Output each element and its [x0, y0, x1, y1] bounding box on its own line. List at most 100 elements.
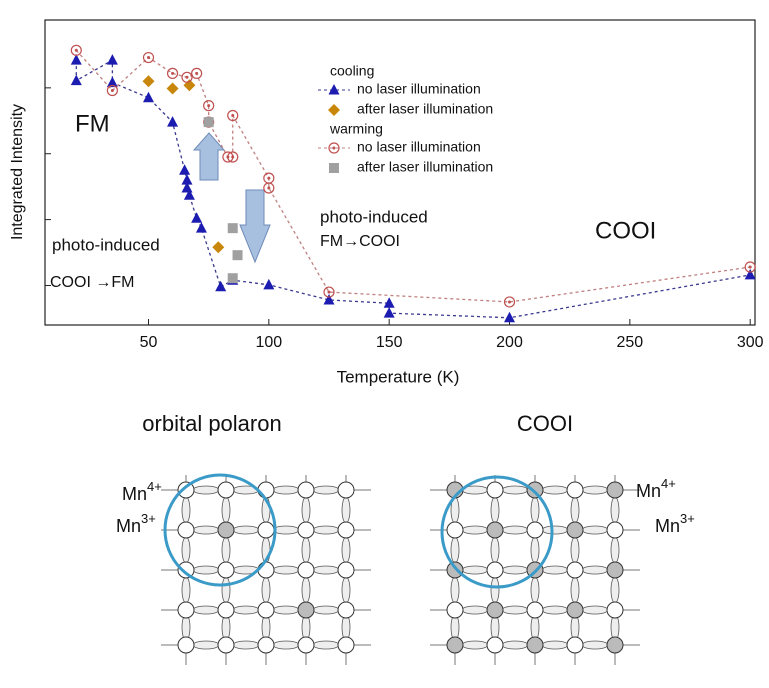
- ion-label-base: Mn: [122, 484, 147, 504]
- orbital: [450, 536, 460, 564]
- annotation: FM→COOI: [320, 233, 400, 250]
- orbital: [312, 640, 340, 650]
- circle-marker-dot: [207, 104, 211, 108]
- legend-label: no laser illumination: [357, 139, 481, 155]
- orbital: [570, 496, 580, 524]
- orbital: [301, 536, 311, 564]
- orbital: [192, 605, 220, 615]
- legend-label: after laser illumination: [357, 101, 493, 117]
- ion: [297, 636, 315, 654]
- triangle-marker: [215, 280, 227, 292]
- orbital: [301, 576, 311, 604]
- triangle-marker: [142, 91, 154, 103]
- ion: [257, 636, 275, 654]
- square-marker: [203, 117, 214, 128]
- ion: [337, 481, 355, 499]
- orbital: [312, 485, 340, 495]
- orbital: [581, 485, 609, 495]
- triangle-marker: [183, 189, 195, 200]
- ion-label: Mn3+: [655, 511, 695, 535]
- square-marker: [227, 273, 238, 284]
- annotation: photo-induced: [52, 235, 160, 254]
- orbital: [181, 496, 191, 524]
- circle-marker-dot: [146, 56, 150, 60]
- circle-marker: [227, 109, 239, 122]
- triangle-marker: [383, 307, 395, 318]
- triangle-marker: [383, 297, 395, 308]
- ion: [337, 521, 355, 539]
- orbital: [341, 576, 351, 604]
- triangle-marker: [179, 164, 191, 175]
- ion: [177, 521, 195, 539]
- ion: [257, 561, 275, 579]
- annotation: COOI: [595, 217, 656, 244]
- ion-label: Mn4+: [122, 479, 162, 503]
- x-axis-label: Temperature (K): [337, 367, 460, 386]
- orbital: [450, 576, 460, 604]
- orbital: [530, 576, 540, 604]
- circle-marker-dot: [327, 290, 331, 294]
- ion: [257, 601, 275, 619]
- circle-marker: [191, 67, 203, 79]
- ion: [606, 601, 624, 619]
- ion: [177, 601, 195, 619]
- ion-label-base: Mn: [655, 516, 680, 536]
- circle-marker-dot: [195, 71, 199, 75]
- polaron-circle: [163, 473, 277, 587]
- x-tick-label: 150: [376, 334, 403, 351]
- square-marker: [227, 223, 238, 234]
- diamond-marker: [212, 241, 225, 254]
- circle-marker: [181, 71, 193, 83]
- orbital: [192, 485, 220, 495]
- ion: [297, 481, 315, 499]
- ion-label-charge: 4+: [147, 479, 162, 494]
- ion: [297, 561, 315, 579]
- triangle-marker: [70, 74, 82, 86]
- x-tick-label: 200: [496, 334, 523, 351]
- ion: [337, 601, 355, 619]
- ion: [486, 481, 504, 499]
- ion: [486, 601, 504, 619]
- ion: [566, 636, 584, 654]
- orbital: [610, 496, 620, 524]
- annotation: photo-induced: [320, 207, 428, 226]
- circle-marker-dot: [267, 186, 271, 190]
- legend-group: warming: [329, 121, 383, 137]
- circle-marker-dot: [231, 155, 235, 159]
- triangle-marker: [106, 76, 118, 88]
- triangle-marker: [181, 174, 193, 185]
- plot-frame: [44, 19, 756, 326]
- ion: [217, 636, 235, 654]
- triangle-marker: [106, 54, 118, 65]
- ion: [486, 561, 504, 579]
- orbital: [192, 525, 220, 535]
- diagram-title: COOI: [517, 411, 573, 436]
- ion: [446, 561, 464, 579]
- ion: [566, 521, 584, 539]
- ion-label-base: Mn: [636, 481, 661, 501]
- ion: [446, 636, 464, 654]
- orbital: [581, 605, 609, 615]
- orbital: [181, 536, 191, 564]
- ion: [337, 636, 355, 654]
- annotation: COOI →FM: [50, 274, 134, 291]
- orbital: [221, 496, 231, 524]
- x-tick-label: 100: [255, 334, 282, 351]
- triangle-marker: [328, 84, 340, 95]
- triangle-marker: [167, 116, 179, 127]
- orbital: [610, 576, 620, 604]
- orbital: [312, 605, 340, 615]
- triangle-marker: [70, 54, 82, 65]
- orbital: [501, 605, 529, 615]
- ion: [606, 481, 624, 499]
- diamond-marker: [328, 104, 340, 116]
- circle-marker: [323, 286, 335, 298]
- ion: [566, 601, 584, 619]
- ion: [606, 521, 624, 539]
- ion-label-charge: 3+: [141, 511, 156, 526]
- orbital: [341, 496, 351, 524]
- orbital: [461, 565, 489, 575]
- orbital: [461, 605, 489, 615]
- orbital: [541, 565, 569, 575]
- ion: [177, 636, 195, 654]
